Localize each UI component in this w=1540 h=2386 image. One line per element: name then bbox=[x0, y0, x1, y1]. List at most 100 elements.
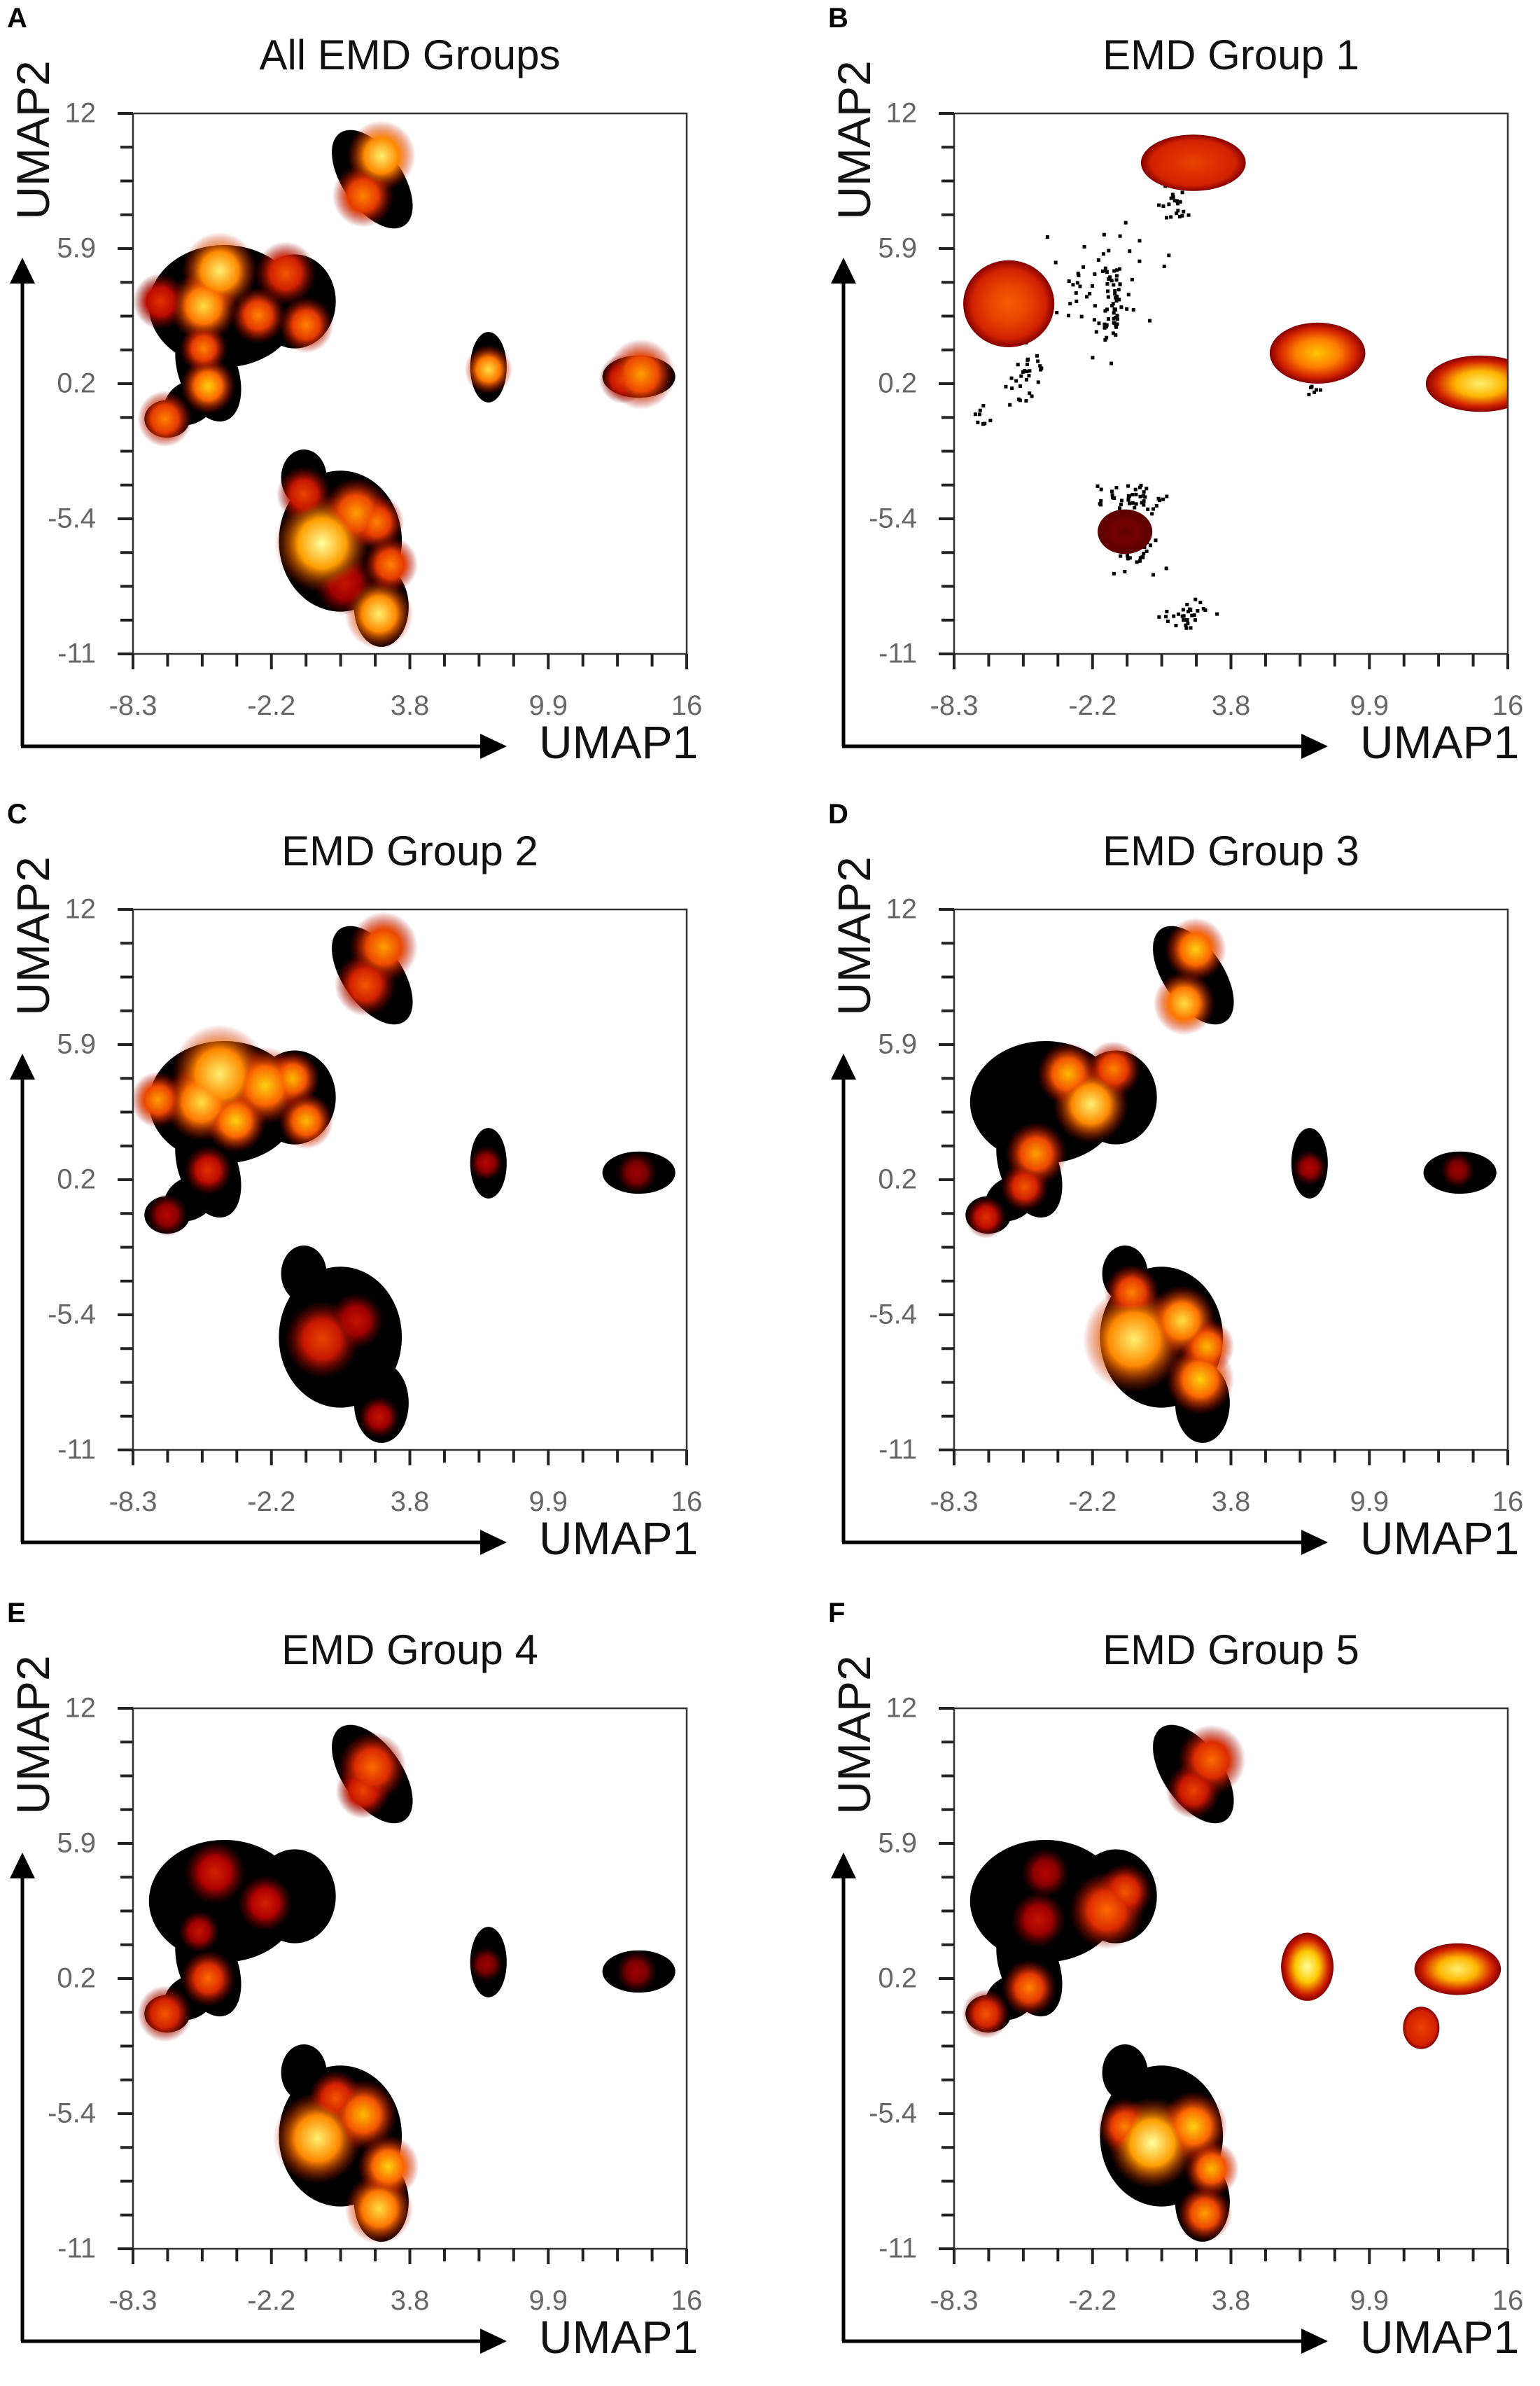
density-hotspot bbox=[332, 164, 394, 228]
y-tick-label: 0.2 bbox=[878, 1962, 917, 1994]
y-tick-label: 12 bbox=[886, 1692, 918, 1724]
y-tick-label: 12 bbox=[64, 893, 97, 925]
y-tick-label: -11 bbox=[57, 638, 96, 669]
scatter-point bbox=[1141, 555, 1145, 559]
scatter-point bbox=[1082, 244, 1086, 249]
scatter-point bbox=[1118, 506, 1122, 510]
scatter-point bbox=[981, 422, 985, 426]
scatter-point bbox=[1126, 484, 1130, 488]
scatter-point bbox=[1116, 288, 1121, 292]
x-tick-label: 9.9 bbox=[1350, 690, 1390, 721]
x-tick-label: 16 bbox=[671, 1486, 703, 1517]
scatter-point bbox=[1175, 211, 1179, 216]
scatter-point bbox=[1138, 494, 1142, 498]
scatter-point bbox=[1035, 354, 1039, 358]
scatter-point bbox=[1115, 322, 1119, 326]
y-tick-label: 0.2 bbox=[57, 368, 96, 399]
scatter-point bbox=[1112, 269, 1116, 273]
scatter-point bbox=[973, 412, 977, 417]
density-hotspot bbox=[133, 1071, 186, 1129]
x-tick-label: 9.9 bbox=[528, 1486, 568, 1517]
density-hotspot bbox=[1104, 1264, 1159, 1321]
y-tick-label: -11 bbox=[878, 1434, 917, 1465]
x-axis-label: UMAP1 bbox=[539, 716, 699, 768]
scatter-point bbox=[1124, 221, 1128, 225]
density-hotspot bbox=[1098, 1863, 1153, 1920]
x-tick-label: 9.9 bbox=[528, 690, 568, 721]
arrow-up-icon bbox=[10, 1853, 35, 1878]
scatter-point bbox=[1119, 503, 1123, 507]
scatter-point bbox=[1094, 330, 1098, 334]
scatter-point bbox=[1119, 498, 1124, 503]
x-tick-label: -8.3 bbox=[930, 1486, 979, 1517]
scatter-point bbox=[1181, 608, 1185, 612]
scatter-point bbox=[1130, 277, 1134, 281]
scatter-point bbox=[1110, 489, 1114, 494]
density-hotspot bbox=[962, 1989, 1010, 2039]
scatter-point bbox=[1119, 554, 1123, 558]
density-hotspot bbox=[328, 1292, 384, 1349]
scatter-point bbox=[1152, 507, 1156, 511]
y-tick-label: 5.9 bbox=[878, 1028, 917, 1060]
scatter-point bbox=[1117, 298, 1121, 302]
scatter-point bbox=[1110, 493, 1114, 497]
density-hotspot bbox=[1011, 1891, 1066, 1948]
x-tick-label: 16 bbox=[1492, 1486, 1524, 1517]
density-hotspot bbox=[1021, 1848, 1070, 1898]
y-tick-label: -11 bbox=[57, 1434, 96, 1465]
density-plot bbox=[10, 112, 688, 759]
scatter-point bbox=[1190, 613, 1194, 618]
scatter-point bbox=[1104, 325, 1108, 329]
scatter-point bbox=[1093, 272, 1097, 276]
density-hotspot bbox=[464, 344, 512, 395]
y-axis-label: UMAP2 bbox=[7, 1655, 59, 1815]
scatter-point bbox=[1040, 366, 1044, 370]
density-hotspot bbox=[1165, 917, 1226, 982]
x-tick-label: -8.3 bbox=[108, 2285, 158, 2316]
scatter-point bbox=[1026, 358, 1030, 362]
scatter-point bbox=[1133, 505, 1137, 510]
scatter-point bbox=[1312, 390, 1317, 394]
density-hotspot bbox=[1177, 2185, 1233, 2242]
umap-density-panel-b: B EMD Group 1 UMAP1 UMAP2 -8.3 -2.2 3.8 9.9 16 12… bbox=[821, 0, 1540, 791]
density-hotspot bbox=[1184, 2140, 1239, 2198]
scatter-point bbox=[988, 419, 993, 423]
scatter-point bbox=[1119, 305, 1124, 309]
scatter-point bbox=[1139, 483, 1143, 487]
density-hotspot bbox=[255, 241, 317, 305]
scatter-point bbox=[1016, 363, 1020, 367]
y-axis-label: UMAP2 bbox=[828, 60, 880, 220]
scatter-point bbox=[1025, 370, 1029, 374]
x-axis-label: UMAP1 bbox=[1360, 716, 1520, 768]
x-tick-label: -8.3 bbox=[108, 690, 158, 721]
scatter-point bbox=[1170, 193, 1175, 197]
scatter-point bbox=[1096, 484, 1100, 488]
umap-density-panel-a: A All EMD Groups UMAP1 UMAP2 -8.3 -2.2 3.8 9.9 1… bbox=[0, 0, 770, 791]
scatter-point bbox=[1133, 487, 1138, 491]
scatter-point bbox=[1004, 384, 1008, 389]
scatter-point bbox=[1113, 307, 1117, 312]
x-tick-label: -2.2 bbox=[1068, 1486, 1117, 1517]
x-tick-label: -8.3 bbox=[930, 690, 979, 721]
scatter-point bbox=[1014, 379, 1018, 383]
scatter-point bbox=[1026, 363, 1030, 367]
scatter-point bbox=[1157, 203, 1161, 207]
scatter-point bbox=[1171, 195, 1175, 200]
scatter-point bbox=[1091, 284, 1095, 288]
arrow-right-icon bbox=[480, 2329, 507, 2354]
density-hotspot bbox=[1440, 1152, 1475, 1188]
density-hotspot bbox=[363, 536, 418, 593]
scatter-point bbox=[1028, 391, 1032, 396]
scatter-point bbox=[1185, 602, 1189, 606]
density-hotspot bbox=[137, 391, 192, 447]
density-hotspot bbox=[314, 551, 376, 615]
scatter-point bbox=[1184, 623, 1188, 627]
scatter-point bbox=[1138, 239, 1142, 243]
x-tick-label: -2.2 bbox=[247, 2285, 296, 2316]
scatter-point bbox=[1150, 512, 1154, 516]
density-hotspot bbox=[184, 1145, 232, 1195]
scatter-point bbox=[1009, 376, 1014, 380]
scatter-point bbox=[1201, 606, 1205, 611]
scatter-point bbox=[1138, 259, 1142, 263]
scatter-point bbox=[1114, 274, 1119, 278]
